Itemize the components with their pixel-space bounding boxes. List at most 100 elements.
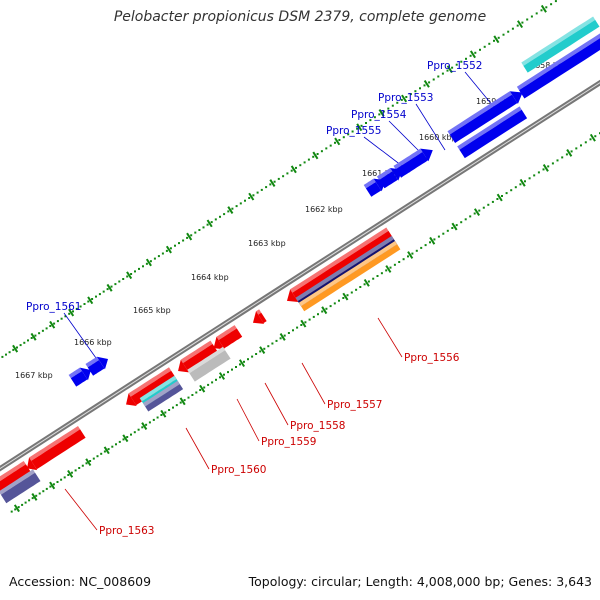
kbp-tick-label: 1663 kbp — [248, 239, 286, 248]
track-dot — [409, 93, 412, 96]
track-dot — [554, 0, 557, 3]
minor-tick — [493, 35, 500, 44]
track-dot — [333, 302, 336, 305]
track-dot — [415, 249, 418, 252]
track-dot — [432, 78, 435, 81]
track-dot — [194, 231, 197, 234]
track-dot — [530, 15, 533, 18]
track-dot — [114, 283, 117, 286]
track-dot — [497, 36, 500, 39]
track-dot — [142, 265, 144, 268]
track-dot — [160, 414, 163, 416]
minor-tick — [248, 192, 255, 201]
gene-ppro-1563-slate[interactable] — [0, 469, 41, 504]
gene-ppro-1552-body — [519, 38, 600, 99]
minor-tick — [206, 219, 213, 228]
minor-tick — [321, 306, 328, 315]
gene-ppro-1561[interactable] — [85, 356, 109, 376]
track-dot — [329, 305, 332, 308]
minor-tick — [312, 151, 319, 160]
track-dot — [231, 207, 234, 210]
track-dot — [542, 168, 545, 171]
minor-tick — [179, 397, 186, 406]
label-connector — [64, 488, 98, 531]
gene-ppro-1559-grey[interactable] — [187, 346, 231, 382]
track-dot — [223, 213, 226, 216]
gene-ppro-1562-top — [29, 426, 81, 461]
gene-ppro-1557-top — [256, 309, 262, 315]
minor-tick — [49, 320, 56, 329]
gene-ppro-1562[interactable] — [27, 426, 86, 471]
track-dot — [92, 457, 95, 460]
gene-ppro-1560-cyan-top — [139, 375, 177, 402]
gene-ppro-1552[interactable] — [516, 32, 600, 99]
track-dot — [300, 324, 303, 326]
track-dot — [259, 350, 262, 353]
gene-label-reverse: Ppro_1556 — [404, 352, 460, 364]
gene-features[interactable] — [0, 16, 600, 504]
gene-ppro-1558[interactable] — [213, 325, 243, 350]
track-dot — [252, 194, 255, 197]
gene-ppro-1557[interactable] — [252, 309, 267, 324]
track-dot — [98, 293, 101, 296]
gene-ppro-1552-cyan[interactable] — [521, 16, 600, 73]
track-dot — [110, 285, 113, 288]
track-dot — [442, 232, 445, 235]
track-dot — [248, 197, 251, 199]
track-dot — [387, 107, 390, 110]
track-dot — [96, 455, 99, 458]
minor-tick — [145, 258, 152, 267]
track-dot — [355, 288, 358, 291]
gene-ppro-1556[interactable] — [286, 227, 394, 302]
track-dot — [263, 347, 266, 350]
track-dot — [161, 252, 164, 255]
gene-ppro-1554[interactable] — [393, 148, 433, 178]
track-dot — [10, 510, 13, 513]
track-dot — [30, 337, 33, 339]
track-dot — [60, 478, 63, 481]
track-dot — [148, 421, 151, 424]
track-dot — [589, 138, 592, 141]
track-dot — [317, 313, 319, 316]
gene-ppro-1552-top — [516, 33, 600, 91]
gene-ppro-1553b[interactable] — [457, 106, 528, 159]
label-connector — [185, 427, 210, 470]
minor-tick — [342, 292, 349, 301]
track-dot — [286, 172, 289, 175]
gene-ppro-1554-top — [393, 148, 423, 170]
track-dot — [533, 174, 536, 177]
track-dot — [510, 189, 513, 192]
track-dot — [469, 215, 472, 218]
track-dot — [505, 192, 508, 195]
track-dot — [95, 295, 97, 298]
minor-tick — [407, 251, 414, 259]
label-connector — [415, 103, 446, 151]
gene-ppro-1556-orange[interactable] — [298, 241, 401, 312]
gene-ppro-1560-slate[interactable] — [142, 380, 184, 412]
minor-tick — [446, 65, 453, 74]
gene-ppro-1561b[interactable] — [68, 367, 91, 387]
minor-tick — [165, 245, 172, 254]
track-dot — [45, 327, 48, 330]
track-dot — [60, 317, 63, 320]
kbp-tick-label: 1662 kbp — [305, 205, 343, 214]
minor-tick — [469, 50, 476, 59]
gene-ppro-1553[interactable] — [447, 91, 523, 143]
track-dot — [363, 283, 366, 286]
gene-ppro-1555b[interactable] — [363, 178, 386, 197]
track-dot — [102, 290, 105, 293]
minor-tick — [356, 123, 363, 132]
track-dot — [283, 334, 286, 337]
track-dot — [195, 391, 198, 394]
track-dot — [575, 147, 578, 150]
track-dot — [455, 224, 458, 227]
track-dot — [359, 286, 362, 288]
gene-ppro-1557-body — [258, 312, 267, 324]
track-dot — [321, 310, 324, 313]
gene-ppro-1559[interactable] — [178, 340, 219, 373]
track-dot — [507, 30, 510, 33]
track-dot — [206, 223, 209, 226]
track-dot — [360, 124, 363, 127]
genome-backbone — [0, 79, 600, 472]
